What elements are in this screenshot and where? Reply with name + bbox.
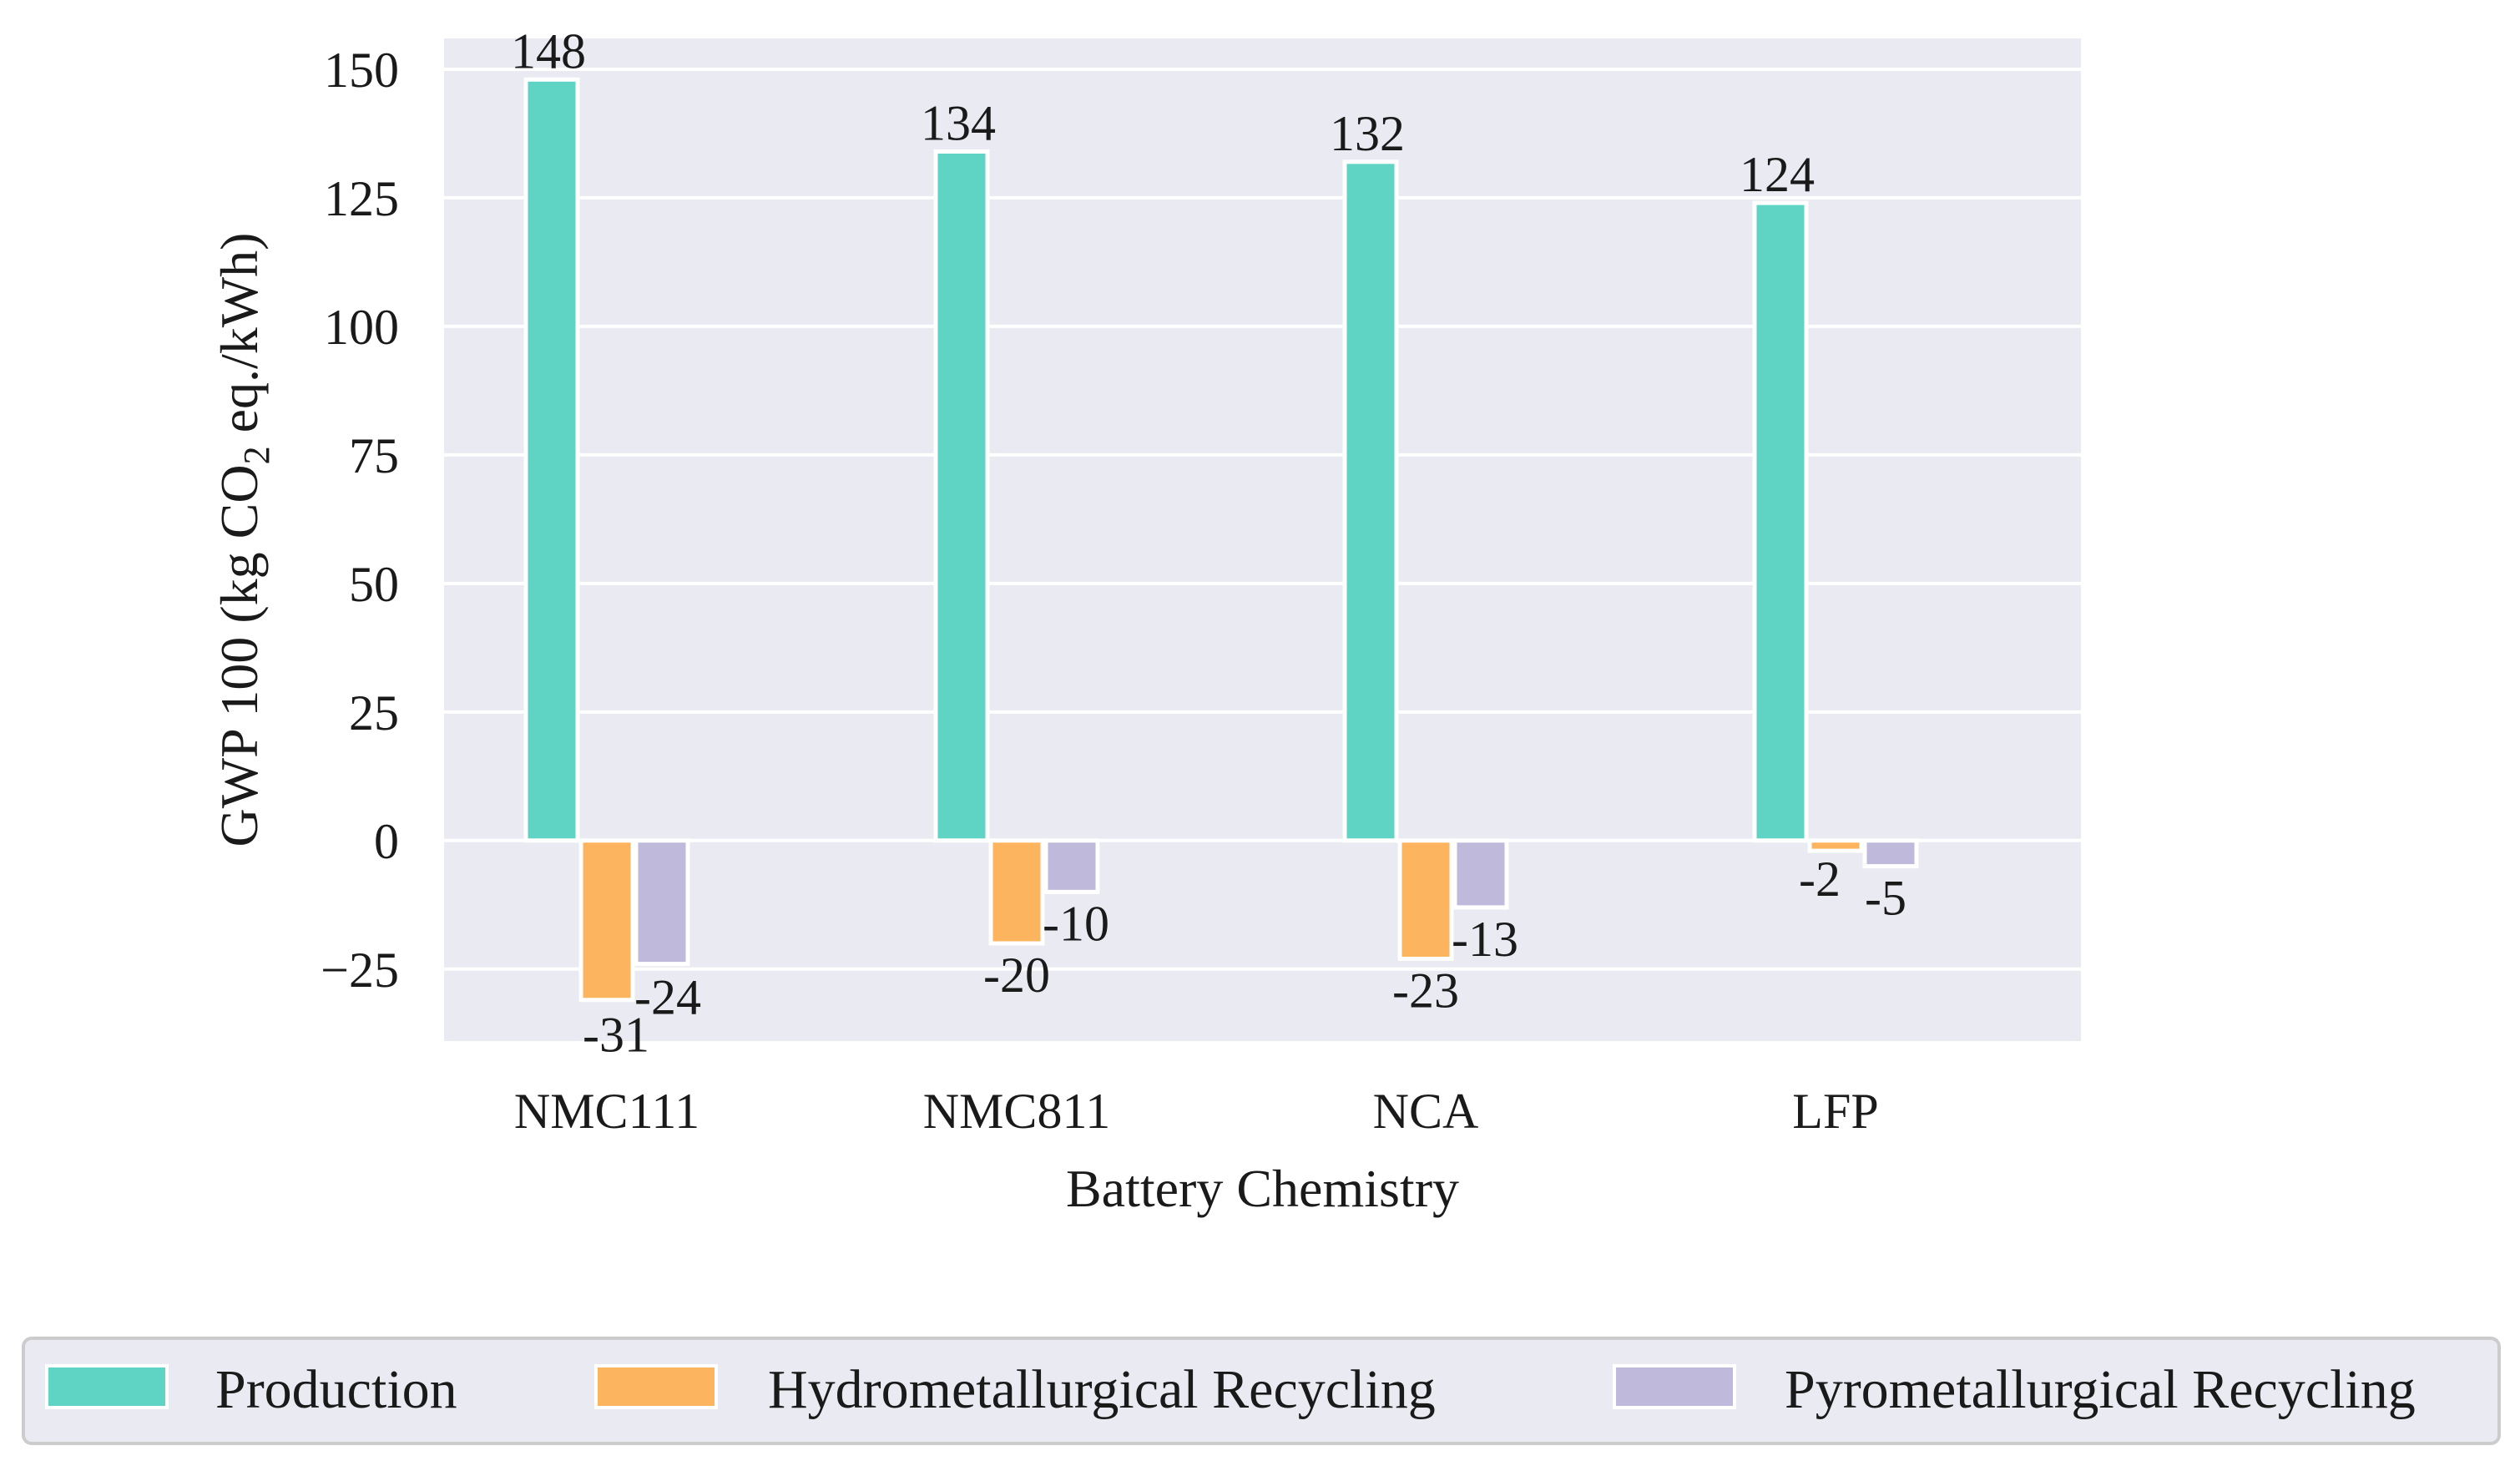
data-label-pyrometallurgical-nmc811: -10 bbox=[1043, 896, 1109, 951]
x-tick-label: NCA bbox=[1373, 1084, 1479, 1139]
y-tick-label: −25 bbox=[321, 943, 399, 998]
legend-label-hydrometallurgical: Hydrometallurgical Recycling bbox=[768, 1359, 1436, 1420]
x-axis-title: Battery Chemistry bbox=[1066, 1159, 1459, 1218]
y-axis-title-main: GWP 100 (kg CO bbox=[210, 464, 269, 847]
x-tick-label: NMC811 bbox=[923, 1084, 1110, 1139]
x-axis-ticks: NMC111 NMC811 NCA LFP bbox=[514, 1084, 1879, 1139]
bar-hydrometallurgical-nmc111 bbox=[578, 838, 635, 1003]
y-axis-ticks: 150 125 100 75 50 25 0 −25 bbox=[321, 43, 399, 998]
bars bbox=[523, 77, 1919, 1003]
data-label-production-nmc811: 134 bbox=[921, 95, 996, 150]
y-axis-title-subscript: 2 bbox=[236, 446, 277, 464]
x-tick-label: LFP bbox=[1792, 1084, 1878, 1139]
legend-swatch-hydrometallurgical bbox=[594, 1364, 718, 1409]
legend-label-production: Production bbox=[215, 1359, 457, 1420]
bar-pyrometallurgical-lfp bbox=[1862, 838, 1919, 869]
legend-swatch-production bbox=[45, 1364, 169, 1409]
bar-hydrometallurgical-lfp bbox=[1807, 838, 1864, 853]
bar-production-nca bbox=[1342, 159, 1399, 843]
y-tick-label: 25 bbox=[349, 685, 399, 741]
bar-hydrometallurgical-nca bbox=[1397, 838, 1454, 961]
y-axis-title: GWP 100 (kg CO2 eq./kWh) bbox=[210, 233, 277, 847]
y-tick-label: 0 bbox=[374, 814, 399, 869]
data-label-hydrometallurgical-lfp: -2 bbox=[1799, 852, 1841, 907]
data-label-production-nca: 132 bbox=[1330, 106, 1405, 161]
legend-label-pyrometallurgical: Pyrometallurgical Recycling bbox=[1785, 1359, 2416, 1420]
data-label-pyrometallurgical-nca: -13 bbox=[1452, 912, 1518, 967]
y-tick-label: 150 bbox=[324, 43, 399, 98]
y-axis-title-unit: eq./kWh) bbox=[210, 233, 269, 447]
legend: Production Hydrometallurgical Recycling Py… bbox=[22, 1337, 2501, 1445]
bar-production-nmc811 bbox=[933, 149, 990, 843]
y-tick-label: 100 bbox=[324, 300, 399, 355]
bar-pyrometallurgical-nca bbox=[1452, 838, 1509, 910]
data-label-pyrometallurgical-nmc111: -24 bbox=[634, 970, 701, 1025]
y-tick-label: 75 bbox=[349, 428, 399, 483]
data-label-hydrometallurgical-nmc811: -20 bbox=[983, 948, 1050, 1003]
data-labels: 148 -31-24 134 -20-10 132 -23-13 124 -2 -5 bbox=[511, 23, 1906, 1062]
bar-production-nmc111 bbox=[523, 77, 580, 843]
data-label-production-nmc111: 148 bbox=[511, 23, 586, 78]
legend-swatch-pyrometallurgical bbox=[1613, 1364, 1736, 1409]
data-label-hydrometallurgical-nmc111: -31 bbox=[583, 1008, 649, 1063]
bar-production-lfp bbox=[1752, 200, 1809, 843]
x-tick-label: NMC111 bbox=[514, 1084, 699, 1139]
data-label-pyrometallurgical-lfp: -5 bbox=[1865, 871, 1906, 926]
data-label-hydrometallurgical-nca: -23 bbox=[1392, 963, 1459, 1018]
y-tick-label: 125 bbox=[324, 171, 399, 226]
data-label-production-lfp: 124 bbox=[1740, 147, 1815, 202]
bar-hydrometallurgical-nmc811 bbox=[988, 838, 1045, 946]
bar-pyrometallurgical-nmc111 bbox=[634, 838, 690, 967]
bar-pyrometallurgical-nmc811 bbox=[1043, 838, 1100, 894]
y-tick-label: 50 bbox=[349, 557, 399, 612]
